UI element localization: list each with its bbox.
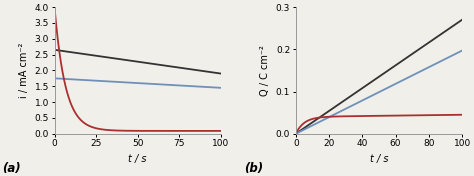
Y-axis label: i / mA cm⁻²: i / mA cm⁻² <box>19 43 29 98</box>
Text: (a): (a) <box>2 162 21 175</box>
Text: (b): (b) <box>244 162 263 175</box>
X-axis label: t / s: t / s <box>128 154 147 164</box>
X-axis label: t / s: t / s <box>370 154 388 164</box>
Y-axis label: Q / C cm⁻²: Q / C cm⁻² <box>260 45 270 96</box>
